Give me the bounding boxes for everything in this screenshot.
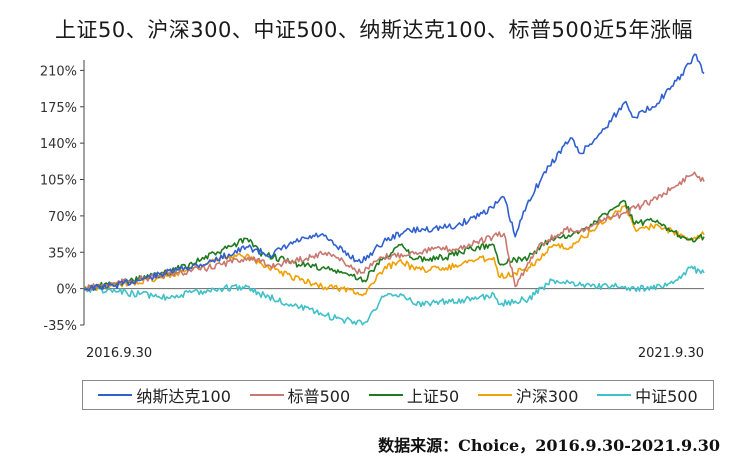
legend-swatch [477,394,512,396]
legend-item: 中证500 [597,383,698,407]
legend-item: 上证50 [368,383,460,407]
data-source-note: 数据来源：Choice，2016.9.30-2021.9.30 [378,436,720,455]
chart-legend: 纳斯达克100 标普500 上证50 沪深300 中证500 [82,380,714,410]
x-tick-label-end: 2021.9.30 [638,346,704,361]
legend-item: 沪深300 [477,383,579,407]
y-tick-label: 105% [40,174,77,189]
series-line-1 [83,171,705,291]
y-tick-label: 210% [40,64,77,79]
legend-swatch [597,394,632,396]
legend-swatch [98,394,133,396]
legend-label: 沪深300 [515,387,579,406]
legend-swatch [368,394,403,396]
y-tick-label: 70% [48,210,77,225]
chart-title: 上证50、沪深300、中证500、纳斯达克100、标普500近5年涨幅 [55,18,693,42]
y-tick-label: 175% [40,101,77,116]
legend-label: 标普500 [287,387,351,406]
legend-item: 纳斯达克100 [98,383,231,407]
series-line-2 [83,199,705,291]
legend-item: 标普500 [249,383,351,407]
y-tick-label: 35% [48,246,77,261]
x-tick-label-start: 2016.9.30 [86,346,152,361]
legend-label: 纳斯达克100 [136,387,231,406]
y-tick-label: 140% [40,137,77,152]
series-line-4 [83,265,705,326]
y-tick-label: 0% [56,283,77,298]
series-line-0 [83,53,705,292]
series-lines [83,53,705,326]
legend-swatch [249,394,284,396]
legend-label: 上证50 [406,387,460,406]
y-axis-ticks: -35% 0% 35% 70% 105% 140% 175% 210% [40,64,84,334]
y-tick-label: -35% [43,319,77,334]
legend-label: 中证500 [635,387,698,406]
